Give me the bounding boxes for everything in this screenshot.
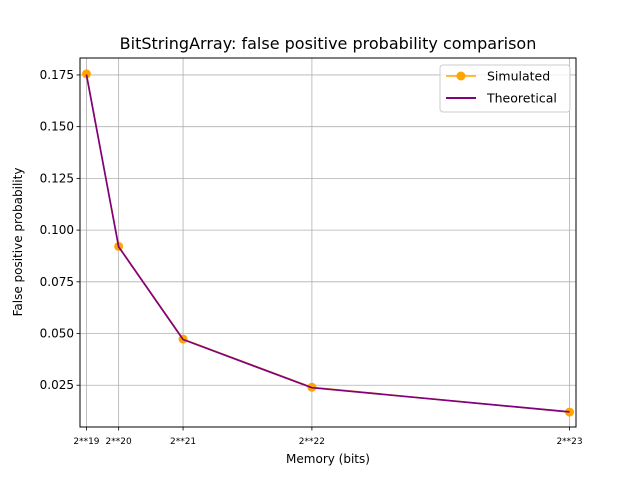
y-tick-label: 0.075 (40, 275, 74, 289)
y-tick-label: 0.150 (40, 120, 74, 134)
legend-theoretical-label: Theoretical (486, 91, 557, 106)
x-axis-label: Memory (bits) (286, 452, 370, 466)
x-tick-label: 2**20 (106, 437, 132, 447)
x-tick-label: 2**23 (556, 437, 582, 447)
x-tick-label: 2**21 (170, 437, 196, 447)
ticks: 2**19 2**20 2**21 2**22 2**23 0.025 0.050 0.075… (40, 68, 583, 447)
series-layer (81, 69, 575, 417)
chart-title: BitStringArray: false positive probabili… (120, 34, 537, 53)
y-axis-label: False positive probability (11, 168, 25, 317)
legend: Simulated Theoretical (439, 64, 571, 113)
y-tick-label: 0.025 (40, 378, 74, 392)
x-tick-label: 2**19 (73, 437, 99, 447)
legend-simulated-marker (456, 71, 466, 81)
y-tick-label: 0.175 (40, 68, 74, 82)
x-tick-label: 2**22 (299, 437, 325, 447)
y-tick-label: 0.125 (40, 171, 74, 185)
y-tick-label: 0.100 (40, 223, 74, 237)
theoretical-series-line (85, 74, 570, 413)
plot-frame (79, 57, 577, 428)
simulated-point (565, 407, 575, 417)
legend-simulated-label: Simulated (487, 69, 550, 84)
y-tick-label: 0.050 (40, 327, 74, 341)
simulated-point (81, 69, 91, 79)
